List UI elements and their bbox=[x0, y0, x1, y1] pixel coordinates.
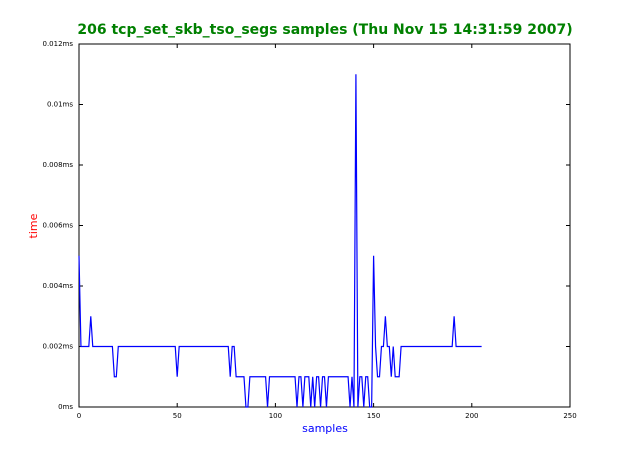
y-tick-label: 0.008ms bbox=[42, 161, 73, 169]
x-tick-label: 250 bbox=[563, 412, 576, 420]
x-tick-label: 0 bbox=[77, 412, 81, 420]
x-axis-label: samples bbox=[302, 422, 348, 435]
y-axis-label: time bbox=[27, 213, 40, 238]
y-tick-label: 0.004ms bbox=[42, 282, 73, 290]
x-tick-label: 200 bbox=[465, 412, 478, 420]
chart-title: 206 tcp_set_skb_tso_segs samples (Thu No… bbox=[77, 22, 572, 38]
line-series bbox=[78, 74, 482, 408]
y-tick-label: 0.012ms bbox=[42, 40, 73, 48]
y-tick-label: 0.002ms bbox=[42, 343, 73, 351]
y-tick-label: 0.006ms bbox=[42, 222, 73, 230]
y-tick-label: 0ms bbox=[58, 403, 73, 411]
x-tick-label: 100 bbox=[269, 412, 282, 420]
x-tick-label: 150 bbox=[367, 412, 380, 420]
x-tick-label: 50 bbox=[173, 412, 182, 420]
y-tick-label: 0.01ms bbox=[47, 101, 73, 109]
